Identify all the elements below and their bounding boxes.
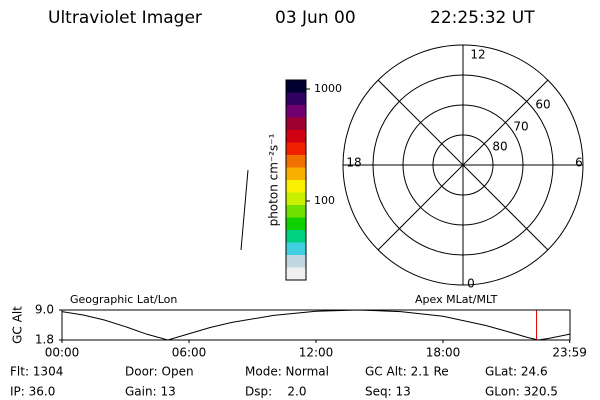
mlt-label: 0 xyxy=(467,277,475,291)
mlt-label: 6 xyxy=(575,156,583,170)
colorbar-swatch xyxy=(286,142,306,156)
colorbar-tick-label: 1000 xyxy=(314,82,342,95)
lat-label: 60 xyxy=(535,98,550,112)
colorbar-swatch xyxy=(286,80,306,93)
colorbar-swatch xyxy=(286,217,306,231)
y-tick-label: 1.8 xyxy=(35,333,54,347)
stray-line xyxy=(240,169,249,251)
x-tick-label: 18:00 xyxy=(426,346,461,360)
date: 03 Jun 00 xyxy=(275,8,356,28)
x-tick-label: 00:00 xyxy=(45,346,80,360)
colorbar-swatch xyxy=(286,167,306,181)
altitude-line xyxy=(61,309,571,341)
instrument: Ultraviolet Imager xyxy=(48,8,202,28)
mlt-label: 18 xyxy=(346,156,361,170)
x-tick-label: 12:00 xyxy=(299,346,334,360)
info-field: Door: Open xyxy=(125,365,194,379)
plot-frame xyxy=(61,309,571,341)
colorbar-swatch xyxy=(286,267,306,281)
info-field: IP: 36.0 xyxy=(10,385,55,399)
time: 22:25:32 UT xyxy=(430,8,535,28)
colorbar-swatch xyxy=(286,92,306,106)
info-field: GC Alt: 2.1 Re xyxy=(365,365,449,379)
y-tick-label: 9.0 xyxy=(35,303,54,317)
colorbar-swatch xyxy=(286,242,306,256)
info-field: Mode: Normal xyxy=(245,365,329,379)
y-axis-label: GC Alt xyxy=(11,306,25,344)
info-field: Seq: 13 xyxy=(365,385,411,399)
plot-title-left: Geographic Lat/Lon xyxy=(70,293,177,306)
lat-label: 70 xyxy=(513,120,528,134)
colorbar-swatch xyxy=(286,192,306,206)
info-field: GLon: 320.5 xyxy=(485,385,558,399)
mlt-label: 12 xyxy=(470,48,485,62)
colorbar-label: photon cm⁻²s⁻¹ xyxy=(267,133,281,226)
info-field: Gain: 13 xyxy=(125,385,176,399)
colorbar-swatch xyxy=(286,205,306,218)
colorbar-swatch xyxy=(286,255,306,268)
colorbar-swatch xyxy=(286,105,306,118)
lat-label: 80 xyxy=(492,140,507,154)
colorbar-tick-label: 100 xyxy=(314,194,335,207)
polar-axis xyxy=(377,79,549,251)
colorbar-swatch xyxy=(286,230,306,243)
colorbar-swatch xyxy=(286,130,306,143)
info-field: Flt: 1304 xyxy=(10,365,63,379)
colorbar-frame xyxy=(285,79,307,281)
colorbar-swatch xyxy=(286,180,306,193)
x-tick-label: 23:59 xyxy=(552,346,587,360)
info-field: GLat: 24.6 xyxy=(485,365,548,379)
colorbar-swatch xyxy=(286,117,306,131)
plot-title-right: Apex MLat/MLT xyxy=(415,293,498,306)
colorbar-swatch xyxy=(286,155,306,168)
x-tick-label: 06:00 xyxy=(172,346,207,360)
info-field: Dsp: 2.0 xyxy=(245,385,307,399)
